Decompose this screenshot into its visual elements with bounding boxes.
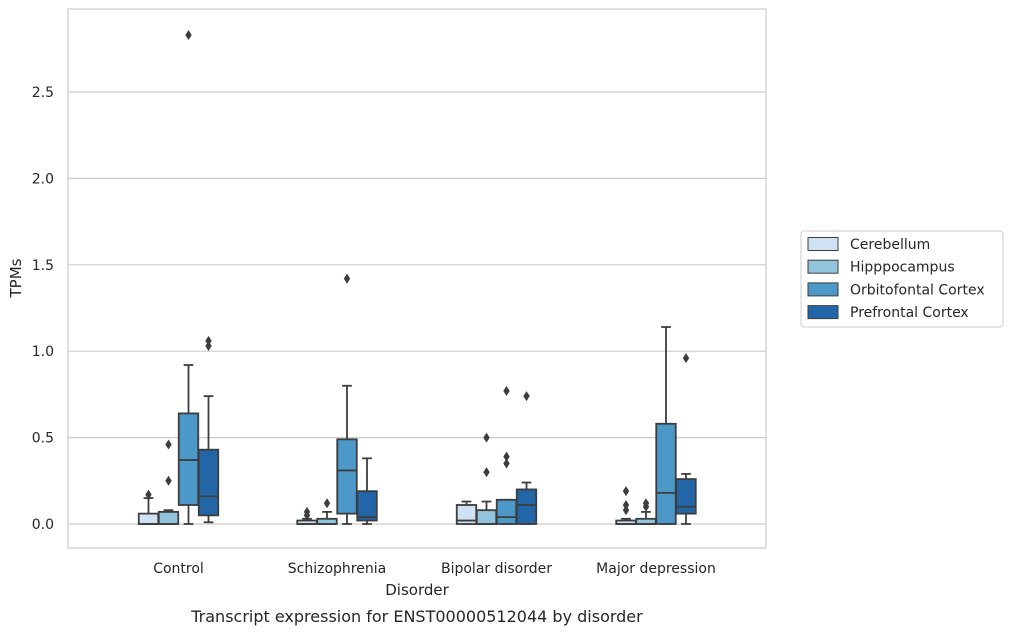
- box-plot-area: [137, 29, 697, 525]
- outlier-point: [145, 489, 152, 500]
- y-tick-label: 1.0: [32, 344, 54, 360]
- outlier-point: [483, 467, 490, 478]
- outlier-point: [523, 391, 530, 402]
- box-orbitofontal-cortex: [655, 326, 677, 525]
- outlier-point: [185, 29, 192, 40]
- y-tick-label: 1.5: [32, 258, 54, 274]
- box-iqr: [137, 512, 160, 525]
- box-cerebellum: [455, 500, 478, 525]
- legend-frame: [800, 230, 1004, 328]
- outlier-point: [205, 335, 212, 346]
- box-iqr: [675, 478, 697, 515]
- outlier-point: [205, 341, 212, 352]
- x-tick-label: Bipolar disorder: [441, 561, 552, 577]
- box-iqr: [515, 488, 538, 525]
- y-tick-label: 0.0: [32, 517, 54, 533]
- y-tick-label: 0.5: [32, 431, 54, 447]
- x-tick-label: Major depression: [596, 561, 716, 577]
- box-iqr: [475, 509, 498, 525]
- box-iqr: [197, 448, 220, 517]
- box-hipppocampus: [157, 439, 180, 525]
- outlier-point: [622, 505, 630, 516]
- outlier-point: [622, 499, 630, 510]
- legend-swatch: [807, 282, 839, 297]
- outlier-point: [343, 273, 351, 284]
- box-iqr: [356, 490, 378, 522]
- box-orbitofontal-cortex: [177, 29, 200, 525]
- box-prefrontal-cortex: [675, 353, 697, 525]
- outlier-point: [323, 498, 331, 509]
- x-tick-label: Schizophrenia: [288, 561, 386, 577]
- y-tick-label: 2.0: [32, 171, 54, 187]
- box-iqr: [336, 438, 358, 515]
- plot-frame: [67, 8, 767, 549]
- box-iqr: [655, 422, 677, 525]
- x-tick-label: Control: [153, 561, 204, 577]
- y-tick-label: 2.5: [32, 85, 54, 101]
- box-prefrontal-cortex: [356, 457, 378, 525]
- legend-swatch: [807, 305, 839, 320]
- legend-swatch: [807, 259, 839, 274]
- x-axis-ticks: Control Schizophrenia Bipolar disorder Majo…: [153, 561, 716, 577]
- box-hipppocampus: [316, 498, 338, 525]
- box-orbitofontal-cortex: [336, 273, 358, 525]
- legend-label: Prefrontal Cortex: [850, 305, 969, 321]
- outlier-point: [622, 486, 630, 497]
- box-prefrontal-cortex: [515, 391, 538, 525]
- y-axis-label: TPMs: [7, 258, 25, 298]
- chart-caption: Transcript expression for ENST0000051204…: [190, 607, 643, 626]
- legend-swatch: [807, 237, 839, 251]
- box-hipppocampus: [635, 498, 657, 525]
- legend-label: Cerebellum: [850, 237, 930, 253]
- legend: Cerebellum Hipppocampus Orbitofontal Corte…: [800, 230, 1004, 328]
- outlier-point: [165, 439, 172, 450]
- box-iqr: [157, 511, 180, 525]
- outlier-point: [503, 451, 510, 462]
- legend-label: Hipppocampus: [850, 260, 955, 276]
- outlier-point: [303, 506, 311, 517]
- box-cerebellum: [296, 506, 318, 525]
- box-iqr: [495, 498, 518, 525]
- box-prefrontal-cortex: [197, 335, 220, 524]
- y-axis-ticks: 0.0 0.5 1.0 1.5 2.0 2.5: [32, 85, 54, 533]
- outlier-point: [503, 458, 510, 469]
- x-axis-label: Disorder: [385, 581, 449, 599]
- outlier-point: [165, 475, 172, 486]
- outlier-point: [483, 432, 490, 443]
- outlier-point: [682, 353, 690, 364]
- outlier-point: [503, 385, 510, 396]
- outlier-point: [642, 498, 650, 509]
- legend-label: Orbitofontal Cortex: [850, 282, 985, 298]
